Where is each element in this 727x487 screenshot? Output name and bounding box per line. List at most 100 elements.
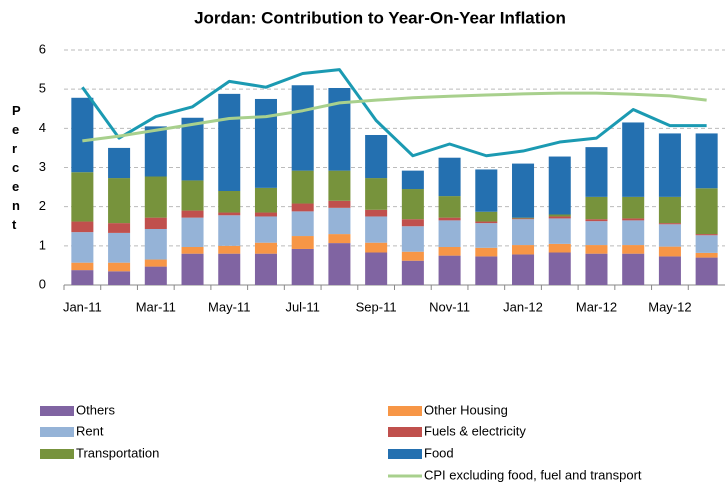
bar-segment <box>144 228 167 260</box>
bar-segment <box>695 257 718 285</box>
legend-swatch <box>388 406 422 416</box>
bar-segment <box>328 200 351 208</box>
bar-segment <box>438 255 461 285</box>
bar-segment <box>181 217 204 248</box>
bar-segment <box>622 220 645 246</box>
bar-segment <box>108 178 131 224</box>
bar-segment <box>328 207 351 235</box>
bar-segment <box>71 262 94 271</box>
y-tick-label: 2 <box>39 198 46 213</box>
bar-segment <box>585 196 608 220</box>
x-tick-label: Jul-11 <box>285 299 319 314</box>
bar-segment <box>144 176 167 218</box>
y-tick-label: 6 <box>39 41 46 56</box>
legend-label: CPI excluding food, fuel and transport <box>424 467 642 482</box>
bar-segment <box>475 211 498 222</box>
x-tick-label: May-11 <box>208 299 250 314</box>
bar-segment <box>658 133 681 197</box>
bar-segment <box>475 221 498 224</box>
bar-segment <box>181 117 204 181</box>
bar-segment <box>512 163 535 218</box>
bar-segment <box>144 266 167 285</box>
x-tick-label: Sep-11 <box>356 299 397 314</box>
bar-segment <box>585 245 608 254</box>
bar-segment <box>475 247 498 257</box>
y-tick-label: 4 <box>39 120 46 135</box>
bar-segment <box>291 248 314 285</box>
x-tick-label: Jan-11 <box>63 299 102 314</box>
bar-segment <box>108 262 131 272</box>
bar-segment <box>438 220 461 248</box>
bar-segment <box>658 223 681 225</box>
bar-segment <box>218 215 241 246</box>
bar-segment <box>328 170 351 201</box>
bar-segment <box>512 218 535 220</box>
bar-segment <box>71 221 94 233</box>
bar-segment <box>328 234 351 244</box>
bar-segment <box>108 271 131 285</box>
bar-segment <box>695 234 718 236</box>
bar-segment <box>328 243 351 285</box>
bar-segment <box>291 170 314 204</box>
bar-segment <box>365 242 388 253</box>
bar-segment <box>475 256 498 285</box>
legend-label: Rent <box>76 423 104 438</box>
bar-segment <box>254 187 277 213</box>
bar-segment <box>71 232 94 263</box>
bar-segment <box>71 270 94 285</box>
bar-segment <box>401 219 424 227</box>
bar-segment <box>254 98 277 188</box>
bar-segment <box>218 191 241 213</box>
bar-segment <box>254 242 277 254</box>
legend-label: Others <box>76 402 116 417</box>
bar-segment <box>108 232 131 263</box>
bar-segment <box>512 219 535 246</box>
x-tick-label: Mar-12 <box>576 299 617 314</box>
bar-segment <box>512 254 535 285</box>
bar-segment <box>71 97 94 173</box>
bar-segment <box>291 85 314 171</box>
legend-swatch <box>40 449 74 459</box>
bar-segment <box>658 246 681 257</box>
bar-segment <box>144 126 167 177</box>
bar-segment <box>475 223 498 248</box>
bar-segment <box>695 235 718 253</box>
legend-label: Food <box>424 445 454 460</box>
legend-swatch <box>40 406 74 416</box>
legend-label: Other Housing <box>424 402 508 417</box>
bar-segment <box>512 245 535 255</box>
bar-segment <box>548 218 571 244</box>
bar-segment <box>622 196 645 219</box>
bar-segment <box>622 245 645 254</box>
bar-segment <box>218 212 241 216</box>
x-tick-label: Nov-11 <box>429 299 470 314</box>
bar-segment <box>218 93 241 191</box>
bar-segment <box>365 209 388 217</box>
bar-segment <box>585 219 608 222</box>
bar-segment <box>695 133 718 189</box>
bar-segment <box>254 212 277 217</box>
bar-segment <box>144 217 167 229</box>
bar-segment <box>108 147 131 179</box>
bar-segment <box>548 243 571 253</box>
x-tick-label: Mar-11 <box>136 299 176 314</box>
bar-segment <box>401 226 424 252</box>
bar-segment <box>438 217 461 221</box>
bar-segment <box>365 178 388 210</box>
bar-segment <box>548 214 571 217</box>
bar-segment <box>365 216 388 243</box>
bar-segment <box>181 210 204 218</box>
legend-swatch <box>388 427 422 437</box>
bar-segment <box>438 196 461 218</box>
bar-segment <box>622 218 645 221</box>
bar-segment <box>438 157 461 197</box>
bar-segment <box>365 252 388 285</box>
line-series <box>81 68 707 158</box>
bar-segment <box>622 122 645 197</box>
y-tick-label: 1 <box>39 237 46 252</box>
bar-segment <box>181 180 204 211</box>
bar-segment <box>254 253 277 285</box>
y-tick-label: 3 <box>39 159 46 174</box>
bar-segment <box>695 252 718 258</box>
